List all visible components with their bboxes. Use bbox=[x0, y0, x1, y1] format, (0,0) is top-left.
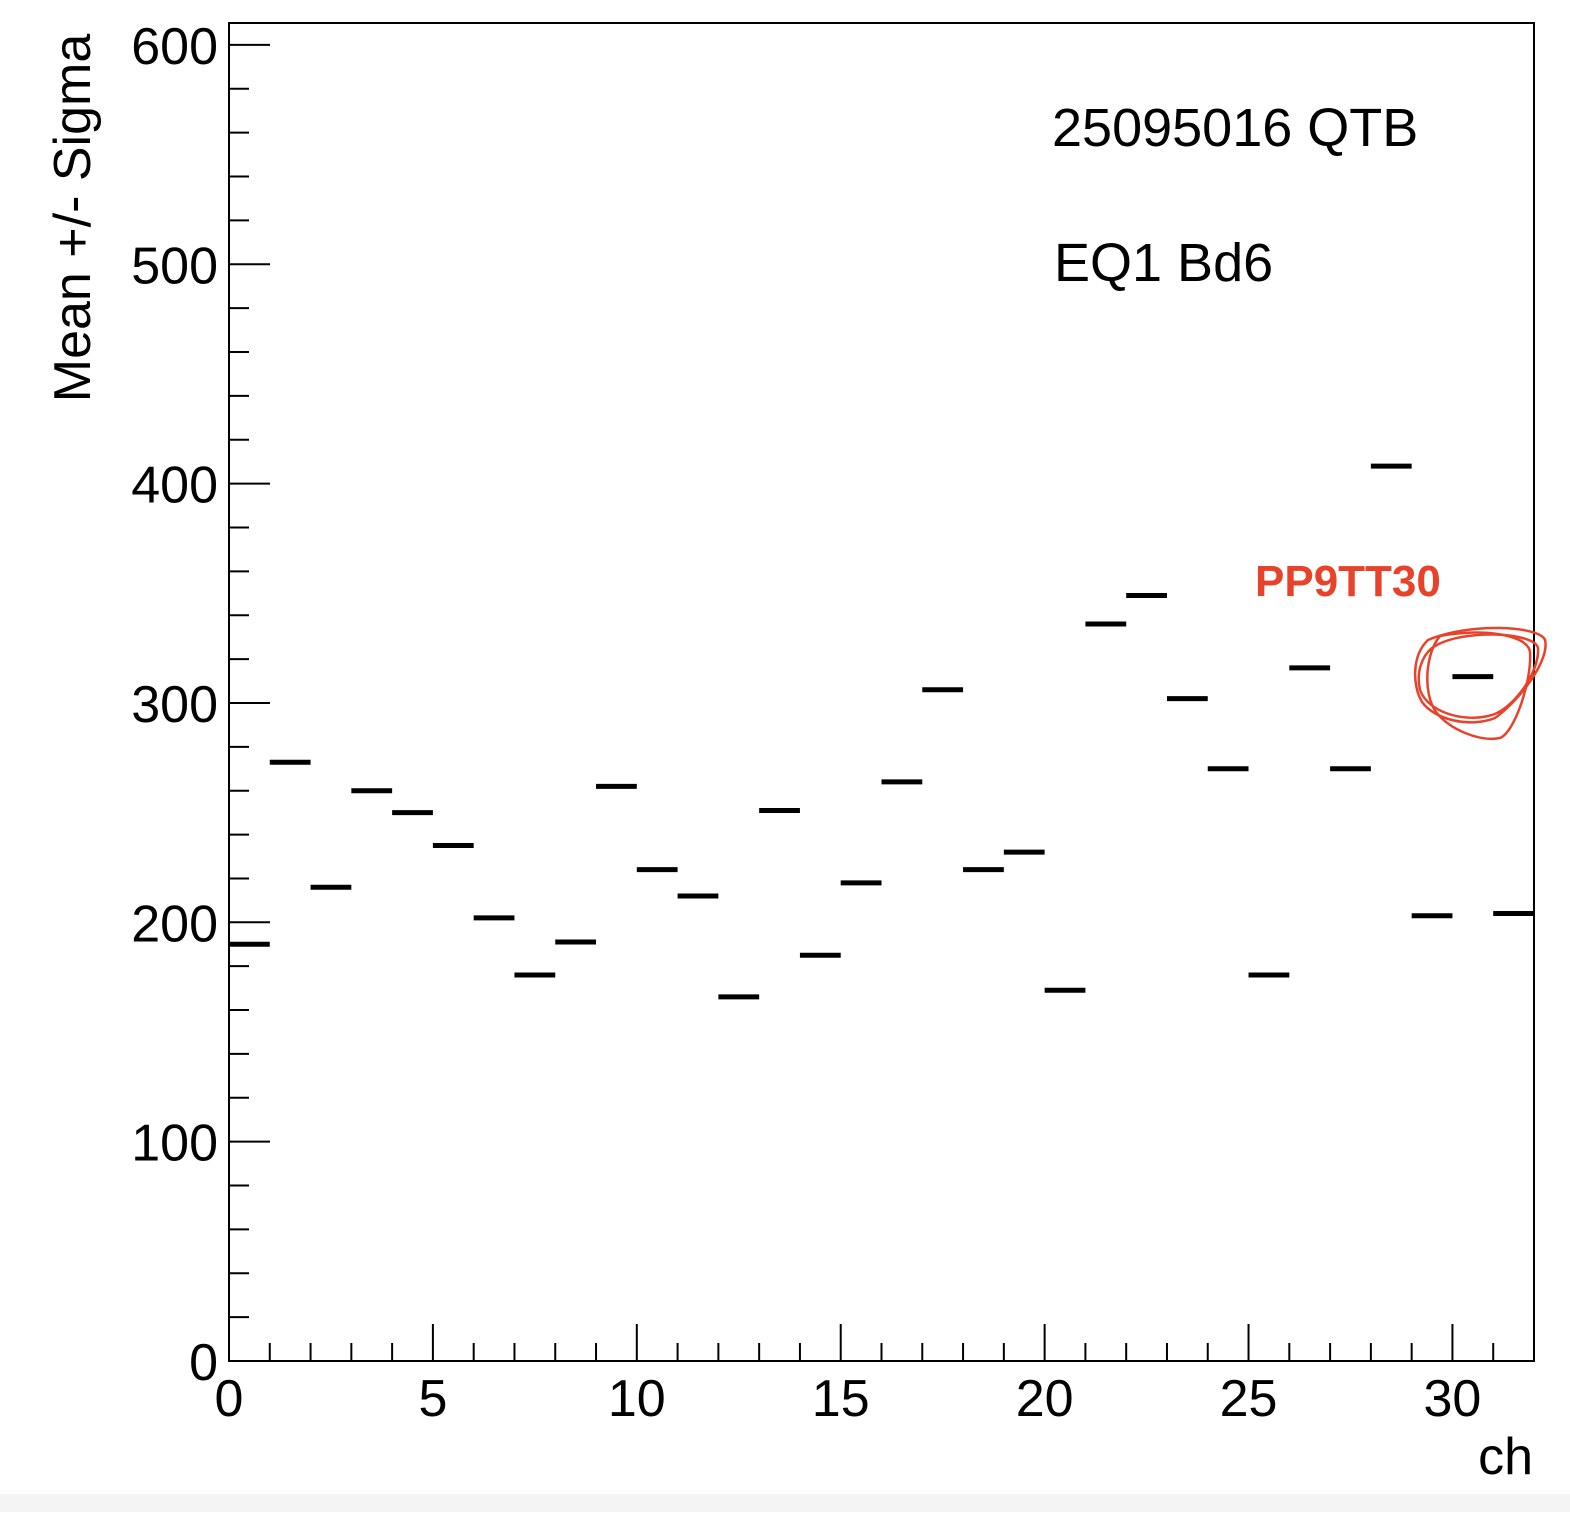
y-tick-label: 0 bbox=[189, 1334, 218, 1392]
highlight-circle-annotation bbox=[1413, 626, 1547, 741]
y-axis-label: Mean +/- Sigma bbox=[44, 34, 102, 403]
y-tick-label: 600 bbox=[131, 18, 218, 76]
y-tick-label: 100 bbox=[131, 1115, 218, 1173]
x-tick-label: 10 bbox=[608, 1370, 666, 1428]
x-tick-label: 20 bbox=[1016, 1370, 1074, 1428]
x-axis-label: ch bbox=[1478, 1428, 1533, 1486]
x-tick-label: 5 bbox=[418, 1370, 447, 1428]
x-tick-label: 25 bbox=[1220, 1370, 1278, 1428]
y-tick-label: 200 bbox=[131, 895, 218, 953]
y-tick-label: 300 bbox=[131, 676, 218, 734]
x-tick-label: 0 bbox=[215, 1370, 244, 1428]
x-tick-label: 15 bbox=[812, 1370, 870, 1428]
y-tick-label: 500 bbox=[131, 237, 218, 295]
x-tick-label: 30 bbox=[1424, 1370, 1482, 1428]
bottom-strip bbox=[0, 1494, 1570, 1512]
x-axis-ticks: 0 5 10 15 20 25 30 bbox=[215, 1324, 1535, 1428]
highlight-label: PP9TT30 bbox=[1255, 557, 1441, 606]
board-annotation: EQ1 Bd6 bbox=[1054, 233, 1273, 293]
y-axis-ticks: 0 100 200 300 400 500 600 bbox=[131, 18, 270, 1392]
run-annotation: 25095016 QTB bbox=[1052, 98, 1418, 158]
y-tick-label: 400 bbox=[131, 457, 218, 515]
data-markers bbox=[229, 463, 1534, 1000]
plot-frame bbox=[228, 22, 1535, 1362]
